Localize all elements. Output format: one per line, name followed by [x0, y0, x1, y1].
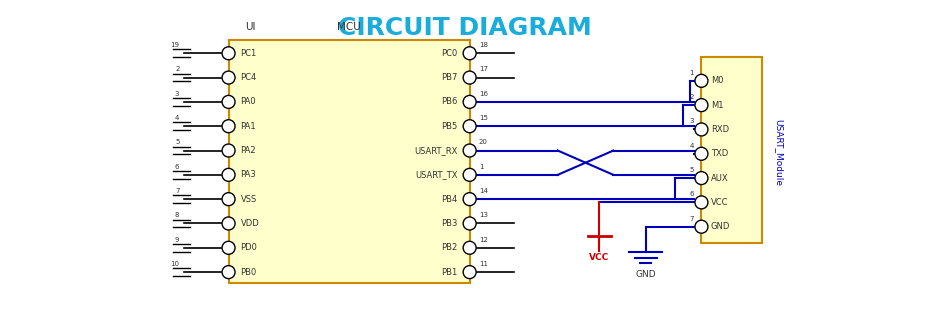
Ellipse shape: [695, 123, 708, 136]
Ellipse shape: [463, 71, 476, 84]
Ellipse shape: [463, 47, 476, 60]
Ellipse shape: [695, 196, 708, 209]
Text: PA2: PA2: [241, 146, 257, 155]
Ellipse shape: [222, 144, 235, 157]
Ellipse shape: [695, 99, 708, 112]
Bar: [701, 57, 762, 243]
Text: UI: UI: [245, 22, 255, 32]
Text: 4: 4: [690, 143, 694, 148]
Ellipse shape: [695, 172, 708, 184]
Text: 8: 8: [175, 212, 179, 218]
Text: 3: 3: [175, 91, 179, 97]
Text: 13: 13: [479, 212, 488, 218]
Ellipse shape: [222, 47, 235, 60]
Ellipse shape: [463, 266, 476, 279]
Ellipse shape: [463, 217, 476, 230]
Text: GND: GND: [635, 270, 657, 279]
Ellipse shape: [463, 120, 476, 133]
Ellipse shape: [463, 241, 476, 254]
Ellipse shape: [463, 144, 476, 157]
Text: 5: 5: [690, 167, 694, 173]
Text: 1: 1: [689, 70, 694, 76]
Text: PB4: PB4: [442, 195, 458, 204]
Text: 7: 7: [689, 215, 694, 221]
Text: 11: 11: [479, 261, 488, 267]
Text: 6: 6: [175, 164, 179, 170]
Ellipse shape: [222, 168, 235, 181]
Text: PC0: PC0: [442, 49, 458, 58]
Ellipse shape: [222, 266, 235, 279]
Text: MCU: MCU: [338, 22, 361, 32]
Text: PB2: PB2: [442, 243, 458, 252]
Ellipse shape: [222, 95, 235, 108]
Text: PB7: PB7: [441, 73, 458, 82]
Text: PB5: PB5: [442, 122, 458, 131]
Text: PA3: PA3: [241, 170, 257, 179]
Text: PB1: PB1: [442, 267, 458, 277]
Text: 7: 7: [175, 188, 179, 194]
Ellipse shape: [463, 168, 476, 181]
Text: 2: 2: [175, 66, 179, 72]
Ellipse shape: [463, 95, 476, 108]
Text: USART_TX: USART_TX: [415, 170, 458, 179]
Text: PC1: PC1: [241, 49, 257, 58]
Text: PA1: PA1: [241, 122, 257, 131]
Text: M0: M0: [711, 76, 724, 85]
Text: 17: 17: [479, 66, 488, 72]
Text: VDD: VDD: [241, 219, 259, 228]
Text: 6: 6: [689, 191, 694, 197]
Ellipse shape: [695, 147, 708, 160]
Text: PD0: PD0: [241, 243, 258, 252]
Ellipse shape: [222, 241, 235, 254]
Text: PB3: PB3: [441, 219, 458, 228]
Text: VSS: VSS: [241, 195, 257, 204]
Text: 14: 14: [479, 188, 487, 194]
Text: 5: 5: [175, 139, 179, 145]
Text: GND: GND: [711, 222, 730, 231]
Text: USART_Module: USART_Module: [774, 119, 783, 186]
Ellipse shape: [463, 193, 476, 206]
Ellipse shape: [222, 71, 235, 84]
Text: PB6: PB6: [441, 97, 458, 106]
Text: USART_RX: USART_RX: [414, 146, 458, 155]
Ellipse shape: [695, 220, 708, 233]
Text: 9: 9: [175, 237, 179, 243]
Text: 1: 1: [479, 164, 484, 170]
Ellipse shape: [222, 193, 235, 206]
Text: VCC: VCC: [711, 198, 728, 207]
Text: RXD: RXD: [711, 125, 729, 134]
Text: TXD: TXD: [711, 149, 728, 158]
Text: AUX: AUX: [711, 174, 728, 182]
Ellipse shape: [222, 217, 235, 230]
Text: 19: 19: [170, 42, 179, 48]
Text: VCC: VCC: [590, 253, 609, 262]
Text: 10: 10: [170, 261, 179, 267]
Text: 3: 3: [689, 118, 694, 124]
Text: 18: 18: [479, 42, 488, 48]
Text: 15: 15: [479, 115, 487, 121]
Text: 12: 12: [479, 237, 487, 243]
Bar: [229, 40, 470, 284]
Text: 4: 4: [175, 115, 179, 121]
Ellipse shape: [222, 120, 235, 133]
Text: 20: 20: [479, 139, 487, 145]
Text: PC4: PC4: [241, 73, 257, 82]
Text: M1: M1: [711, 101, 724, 110]
Text: PA0: PA0: [241, 97, 257, 106]
Text: PB0: PB0: [241, 267, 257, 277]
Text: 2: 2: [690, 94, 694, 100]
Text: CIRCUIT DIAGRAM: CIRCUIT DIAGRAM: [339, 16, 591, 40]
Ellipse shape: [695, 74, 708, 87]
Text: 16: 16: [479, 91, 488, 97]
